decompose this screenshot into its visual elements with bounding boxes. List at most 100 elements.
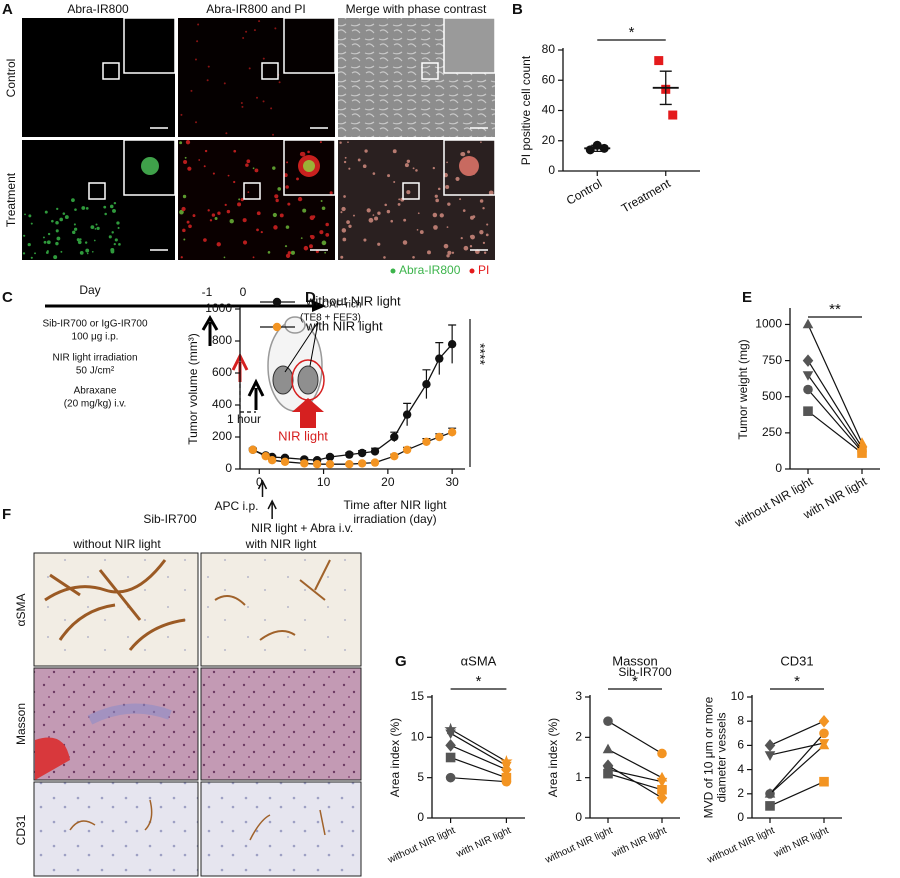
y-axis-label: Area index (%) — [388, 718, 402, 797]
cell-dot — [71, 198, 75, 203]
marker — [764, 739, 776, 752]
cell-dot — [346, 220, 350, 224]
cell-dot — [479, 230, 484, 235]
cell-dot — [229, 219, 234, 224]
cell-dot — [460, 152, 466, 157]
panel-label: C — [2, 289, 13, 306]
panel-label: E — [742, 289, 752, 306]
cell-dot — [242, 218, 247, 223]
cell-dot — [285, 225, 290, 229]
y-tick-label: 6 — [737, 738, 744, 752]
legend-label: PI — [478, 263, 489, 277]
inset — [123, 139, 176, 196]
cell-dot — [488, 190, 494, 196]
marker — [422, 380, 431, 389]
cell-dot — [245, 163, 249, 167]
row-label: αSMA — [14, 594, 28, 627]
marker — [261, 452, 270, 461]
cell-dot — [270, 107, 273, 110]
marker — [656, 777, 668, 788]
cell-dot — [113, 243, 116, 246]
cell-dot — [377, 242, 381, 246]
y-axis-label: PI positive cell count — [519, 55, 533, 165]
cell-dot — [372, 214, 375, 216]
stain — [214, 559, 331, 641]
column-header: without NIR light — [72, 537, 161, 551]
x-tick-label: without NIR light — [385, 825, 457, 866]
cell-dot — [272, 133, 275, 136]
y-tick-label: 80 — [542, 42, 556, 56]
pair-line — [607, 748, 663, 779]
cell-dot — [339, 141, 342, 144]
cell-dot — [28, 214, 32, 218]
y-tick-label: 500 — [762, 389, 782, 403]
cell-dot — [402, 240, 408, 245]
cell-dot — [309, 244, 313, 249]
cell-dot — [383, 256, 386, 259]
cell-dot — [311, 235, 314, 238]
cell-dot — [309, 215, 315, 221]
cell-dot — [287, 251, 292, 255]
cell-dot — [79, 238, 82, 241]
cell-dot — [183, 238, 186, 241]
y-tick-label: 0 — [775, 461, 782, 475]
cell-dot — [46, 250, 49, 253]
cell-dot — [85, 248, 90, 253]
pair-line — [769, 742, 825, 756]
cell-dot — [469, 245, 473, 248]
annotation-arrow — [267, 499, 277, 519]
y-axis-label: Area index (%) — [546, 718, 560, 797]
cell-dot — [445, 184, 450, 190]
cell-dot — [325, 233, 330, 237]
pair-line — [807, 374, 863, 451]
y-tick-label: 10 — [731, 689, 745, 703]
cell-dot — [110, 247, 115, 252]
target-label: CAF-rich — [322, 300, 361, 311]
cell-dot — [283, 173, 288, 178]
pair-line — [807, 389, 863, 453]
cell-dot — [188, 224, 192, 229]
cell-dot — [419, 230, 424, 234]
cell-dot — [363, 238, 367, 242]
cell-dot — [403, 218, 407, 222]
x-tick-label: with NIR light — [454, 825, 513, 860]
marker — [422, 437, 431, 446]
histology-image — [33, 781, 199, 877]
x-tick-label: Control — [564, 176, 605, 207]
marker — [272, 322, 282, 332]
cell-dot — [321, 240, 327, 246]
mouse-head — [284, 316, 306, 334]
marker — [501, 763, 512, 776]
cell-dot — [451, 251, 455, 254]
cell-dot — [223, 82, 226, 85]
micrograph — [22, 18, 175, 137]
stain — [87, 703, 172, 725]
cell-dot — [223, 256, 226, 259]
cell-dot — [324, 251, 327, 254]
cell-dot — [84, 241, 88, 244]
y-tick-label: 8 — [737, 713, 744, 727]
histology — [33, 552, 362, 877]
day: -1 — [202, 285, 213, 299]
cell-dot — [307, 150, 310, 154]
cell-dot — [192, 214, 196, 218]
cell-dot — [483, 251, 487, 254]
y-tick-label: 400 — [212, 397, 232, 411]
inset-box — [243, 182, 261, 200]
cell-dot — [482, 241, 486, 245]
cell-dot — [315, 250, 319, 254]
cell-dot — [206, 79, 209, 82]
cell-dot — [43, 240, 47, 244]
cell-dot — [214, 217, 218, 220]
x-tick-label: with NIR light — [609, 825, 668, 860]
cell-dot — [343, 195, 346, 198]
marker — [764, 751, 776, 761]
marker — [802, 371, 814, 381]
marker — [435, 354, 444, 363]
cell-dot — [274, 27, 277, 30]
cell-dot — [397, 203, 401, 206]
y-tick-label: 2 — [575, 730, 582, 744]
cell-dot — [412, 167, 415, 170]
